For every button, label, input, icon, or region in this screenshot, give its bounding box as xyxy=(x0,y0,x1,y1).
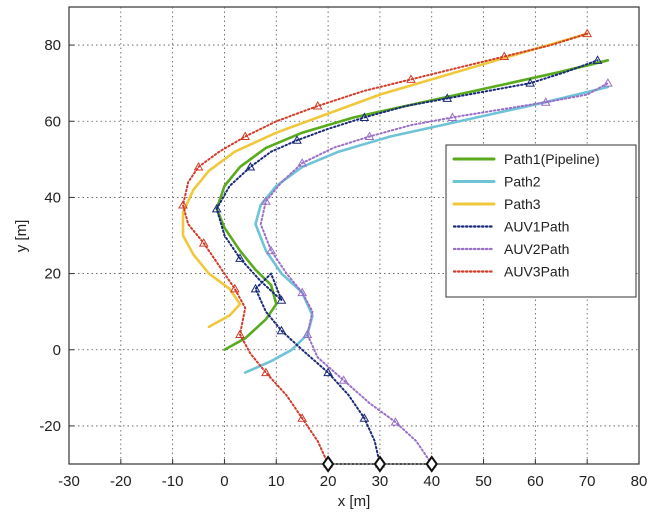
series-marker-auv3path xyxy=(312,101,323,110)
legend-label: AUV2Path xyxy=(504,241,569,257)
series-marker-auv3path xyxy=(229,283,240,293)
x-tick-label: 20 xyxy=(320,473,337,490)
series-marker-auv2path xyxy=(297,158,308,167)
series-marker-auv2path xyxy=(302,329,313,339)
start-points xyxy=(321,455,438,473)
start-point-marker xyxy=(425,455,438,473)
y-tick-label: -20 xyxy=(39,418,61,435)
series-line-auv2path xyxy=(259,82,609,465)
series-marker-auv1path xyxy=(276,325,287,335)
x-tick-labels: -30 -20 -10 0 10 20 30 40 50 60 70 80 xyxy=(58,473,647,490)
series-marker-auv3path xyxy=(198,238,209,247)
series-line-path1-pipeline xyxy=(215,58,610,352)
x-tick-label: 80 xyxy=(631,473,648,490)
series-marker-auv1path xyxy=(442,93,453,102)
series-marker-auv3path xyxy=(235,329,245,339)
grid xyxy=(68,7,640,464)
legend-label: Path3 xyxy=(504,196,541,212)
series-marker-auv3path xyxy=(297,413,308,422)
series-marker-auv1path xyxy=(276,295,287,304)
series-marker-auv3path xyxy=(193,161,204,171)
legend-label: AUV3Path xyxy=(504,264,569,280)
series-layer xyxy=(178,28,613,468)
series-marker-auv2path xyxy=(540,97,551,106)
series-marker-auv1path xyxy=(250,283,261,293)
series-marker-auv2path xyxy=(297,287,308,297)
y-tick-label: 0 xyxy=(53,342,61,359)
series-marker-auv1path xyxy=(525,78,536,87)
series-marker-auv1path xyxy=(323,367,333,377)
x-tick-label: 30 xyxy=(372,473,389,490)
series-marker-auv1path xyxy=(211,203,222,213)
y-axis-label: y [m] xyxy=(13,220,30,253)
y-tick-labels: -20 0 20 40 60 80 xyxy=(39,37,61,435)
series-marker-auv3path xyxy=(406,74,416,83)
series-marker-auv1path xyxy=(245,161,256,171)
series-marker-auv2path xyxy=(338,375,349,384)
series-marker-auv3path xyxy=(178,200,188,209)
x-tick-label: 50 xyxy=(475,473,492,490)
x-tick-label: -30 xyxy=(58,473,80,490)
series-marker-auv3path xyxy=(582,28,593,38)
series-marker-auv2path xyxy=(447,112,458,121)
x-tick-label: 0 xyxy=(220,473,228,490)
x-tick-label: 70 xyxy=(579,473,596,490)
start-point-marker xyxy=(373,455,387,473)
series-marker-auv1path xyxy=(359,112,370,121)
x-tick-label: -20 xyxy=(110,473,132,490)
series-marker-auv3path xyxy=(261,367,271,377)
series-marker-auv2path xyxy=(266,245,276,255)
series-line-auv1path xyxy=(215,59,599,465)
y-tick-label: 80 xyxy=(44,37,61,54)
series-marker-auv3path xyxy=(499,51,510,61)
y-tick-label: 40 xyxy=(44,189,61,206)
x-tick-label: 40 xyxy=(423,473,440,490)
series-marker-auv2path xyxy=(390,417,401,426)
series-marker-auv1path xyxy=(592,55,603,64)
x-tick-label: -10 xyxy=(162,473,184,490)
x-tick-label: 60 xyxy=(527,473,544,490)
series-marker-auv3path xyxy=(240,131,251,140)
series-marker-auv1path xyxy=(292,135,302,144)
y-tick-label: 20 xyxy=(44,266,61,283)
series-marker-auv1path xyxy=(235,253,245,262)
x-tick-label: 10 xyxy=(268,473,285,490)
legend-label: Path1(Pipeline) xyxy=(504,151,600,167)
y-tick-label: 60 xyxy=(44,113,61,130)
legend-label: Path2 xyxy=(504,174,541,190)
x-axis-label: x [m] xyxy=(338,493,371,510)
legend: Path1(Pipeline) Path2 Path3 AUV1Path AUV2Pat… xyxy=(445,144,637,298)
legend-label: AUV1Path xyxy=(504,219,569,235)
series-marker-auv2path xyxy=(364,131,375,140)
series-line-auv3path xyxy=(182,32,589,465)
series-marker-auv2path xyxy=(261,196,271,205)
start-point-marker xyxy=(321,455,335,473)
series-marker-auv2path xyxy=(603,78,613,87)
series-marker-auv1path xyxy=(359,413,370,422)
